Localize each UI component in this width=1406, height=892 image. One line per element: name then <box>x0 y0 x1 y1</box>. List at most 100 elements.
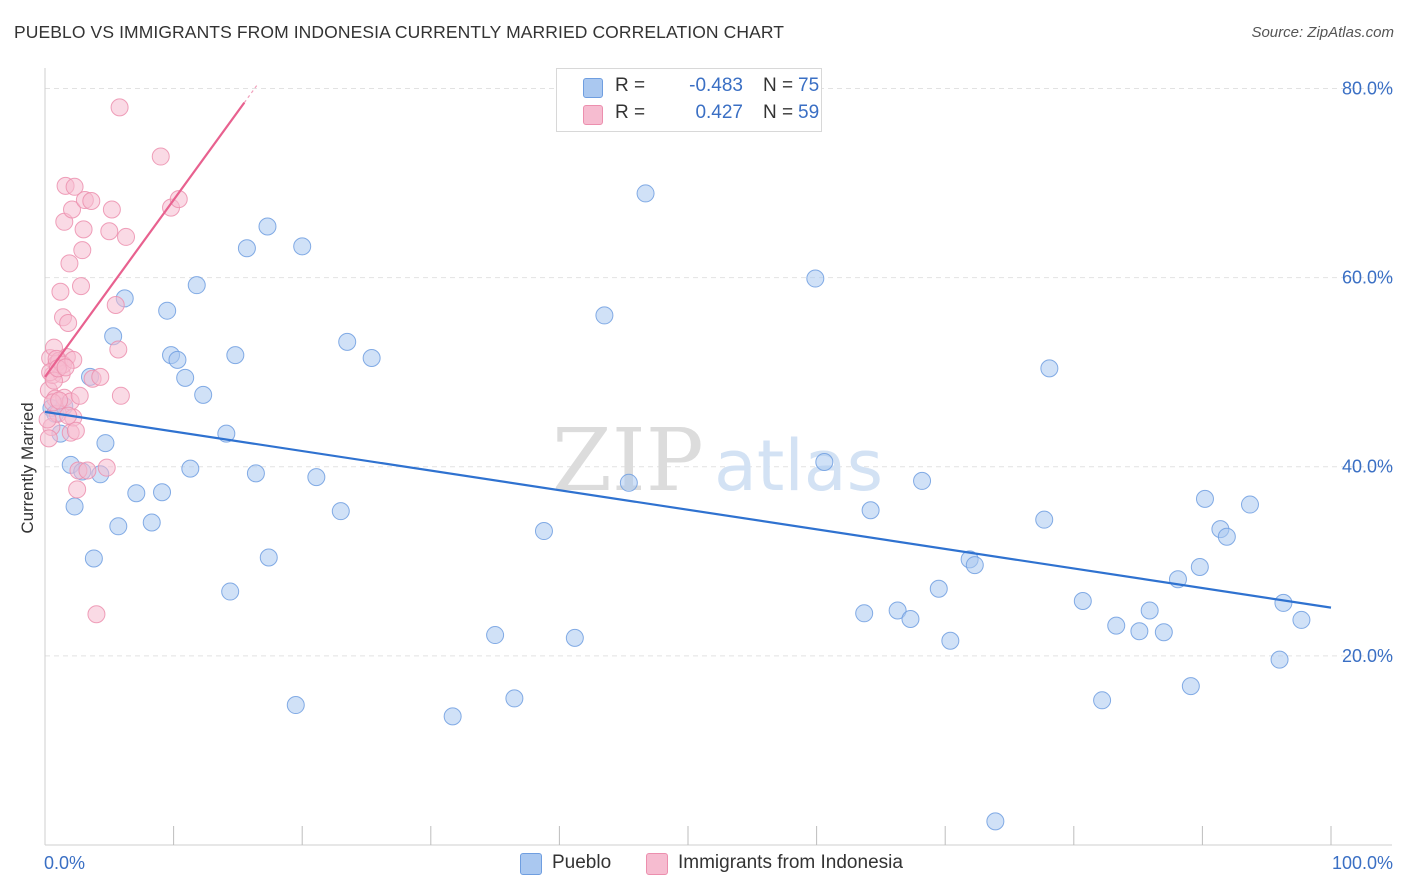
x-tick-label: 0.0% <box>44 853 85 873</box>
pueblo-point <box>941 631 960 650</box>
pueblo-point <box>158 301 177 320</box>
pueblo-point <box>168 350 187 369</box>
indonesia-point <box>87 605 106 624</box>
pueblo-point <box>619 473 638 492</box>
pueblo-point <box>176 368 195 387</box>
indonesia-point <box>68 480 87 499</box>
indonesia-point <box>91 367 110 386</box>
pueblo-point <box>595 306 614 325</box>
correlation-legend: R = -0.483 N = 75 R = 0.427 N = 59 <box>556 68 822 132</box>
axes <box>44 68 1392 846</box>
indonesia-point <box>74 220 93 239</box>
pueblo-point <box>901 609 920 628</box>
indonesia-point <box>151 147 170 166</box>
indonesia-point <box>63 200 82 219</box>
pueblo-point <box>331 502 350 521</box>
y-tick-label: 20.0% <box>1342 646 1393 666</box>
pueblo-point <box>1073 592 1092 611</box>
pueblo-point <box>815 453 834 471</box>
x-tick-label: 100.0% <box>1332 853 1393 873</box>
indonesia-point <box>50 391 69 410</box>
pueblo-point <box>307 468 326 487</box>
indonesia-point <box>73 241 92 260</box>
r-label: R = <box>615 75 646 96</box>
watermark-atlas: atlas <box>714 425 883 507</box>
trend-lines <box>44 84 1332 609</box>
pueblo-point <box>226 346 245 365</box>
pueblo-trend-line <box>44 410 1332 609</box>
pueblo-point <box>1195 489 1214 508</box>
pueblo-swatch-icon <box>583 78 603 98</box>
pueblo-point <box>1274 593 1293 612</box>
pueblo-point <box>1190 557 1209 576</box>
pueblo-point <box>65 497 84 516</box>
pueblo-point <box>96 434 115 453</box>
pueblo-point <box>246 464 265 483</box>
pueblo-point <box>1217 527 1236 546</box>
pueblo-point <box>293 237 312 256</box>
y-tick-label: 80.0% <box>1342 78 1393 98</box>
source-note: Source: ZipAtlas.com <box>1251 24 1394 41</box>
y-tick-label: 60.0% <box>1342 268 1393 288</box>
pueblo-point <box>259 548 278 567</box>
legend-label-pueblo: Pueblo <box>552 852 612 873</box>
indonesia-swatch-icon <box>646 853 668 875</box>
n-value-pueblo: 75 <box>798 75 820 96</box>
indonesia-point <box>66 421 85 440</box>
grid-lines <box>45 87 1392 657</box>
indonesia-point <box>78 461 97 480</box>
y-tick-label: 40.0% <box>1342 457 1393 477</box>
r-value-pueblo: -0.483 <box>689 75 743 96</box>
pueblo-point <box>1040 359 1059 378</box>
pueblo-point <box>965 556 984 575</box>
pueblo-point <box>929 579 948 598</box>
indonesia-point <box>106 296 125 315</box>
pueblo-point <box>237 239 256 258</box>
axis-labels: 20.0% 40.0% 60.0% 80.0% 0.0% 100.0% Currently … <box>18 78 1393 873</box>
watermark: ZIP atlas <box>552 411 883 511</box>
pueblo-point <box>636 184 655 203</box>
n-label: N = <box>763 75 794 96</box>
data-points <box>38 98 1311 831</box>
indonesia-swatch-icon <box>583 105 603 125</box>
pueblo-point <box>84 549 103 568</box>
r-label: R = <box>615 102 646 123</box>
pueblo-point <box>986 812 1005 831</box>
pueblo-point <box>187 276 206 295</box>
indonesia-point <box>39 429 58 448</box>
indonesia-point <box>38 410 57 429</box>
pueblo-point <box>1107 616 1126 635</box>
indonesia-trend-extension <box>243 84 258 103</box>
pueblo-point <box>855 604 874 623</box>
pueblo-point <box>338 332 357 351</box>
pueblo-point <box>1140 601 1159 620</box>
pueblo-point <box>565 628 584 647</box>
pueblo-point <box>443 707 462 726</box>
indonesia-point <box>100 222 119 241</box>
pueblo-point <box>1292 610 1311 629</box>
pueblo-point <box>806 269 825 288</box>
pueblo-point <box>142 513 161 532</box>
indonesia-point <box>102 200 121 219</box>
pueblo-point <box>534 522 553 541</box>
indonesia-point <box>97 458 116 477</box>
pueblo-point <box>362 348 381 367</box>
n-value-indonesia: 59 <box>798 102 820 123</box>
r-value-indonesia: 0.427 <box>695 102 743 123</box>
indonesia-point <box>111 386 130 405</box>
pueblo-point <box>1093 691 1112 710</box>
n-label: N = <box>763 102 794 123</box>
pueblo-point <box>194 385 213 404</box>
indonesia-point <box>169 190 188 209</box>
pueblo-point <box>888 601 907 620</box>
indonesia-trend-line <box>44 101 246 378</box>
pueblo-point <box>1240 495 1259 514</box>
pueblo-point <box>1154 623 1173 642</box>
pueblo-point <box>221 582 240 601</box>
pueblo-point <box>913 471 932 490</box>
indonesia-point <box>70 386 89 405</box>
indonesia-point <box>59 313 78 332</box>
pueblo-point <box>153 483 172 502</box>
pueblo-swatch-icon <box>520 853 542 875</box>
pueblo-point <box>1130 622 1149 641</box>
